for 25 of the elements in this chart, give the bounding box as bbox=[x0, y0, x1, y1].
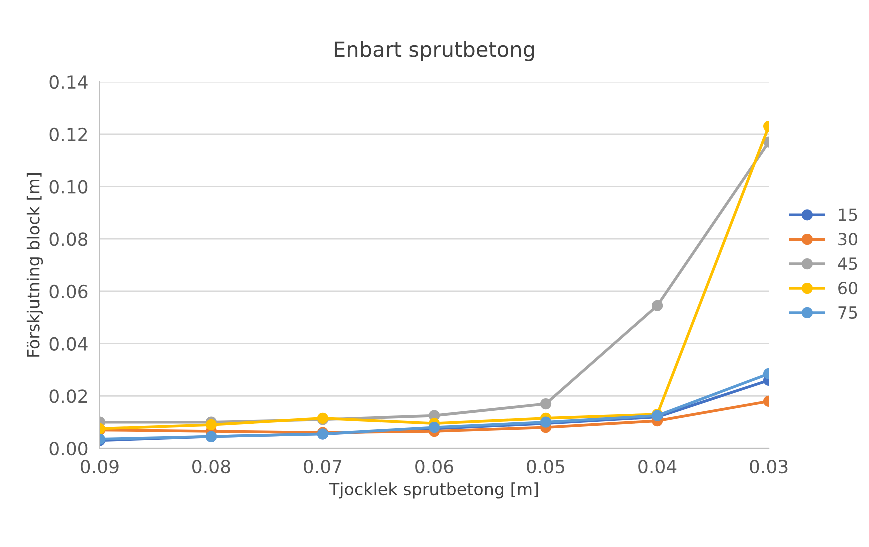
y-tick-label: 0.14 bbox=[50, 76, 88, 90]
legend-label: 15 bbox=[839, 208, 858, 222]
x-tick-label: 0.08 bbox=[192, 460, 230, 474]
y-tick-label: 0.10 bbox=[50, 180, 88, 194]
x-tick-label: 0.07 bbox=[304, 460, 342, 474]
y-axis-title: Förskjutning block [m] bbox=[26, 173, 44, 357]
x-tick-label: 0.04 bbox=[638, 460, 677, 474]
legend-label: 75 bbox=[838, 306, 858, 320]
y-tick-label: 0.12 bbox=[50, 128, 88, 142]
y-tick-label: 0.08 bbox=[50, 232, 88, 246]
legend-label: 30 bbox=[838, 233, 858, 246]
x-tick-label: 0.05 bbox=[527, 460, 565, 474]
x-tick-label: 0.06 bbox=[416, 460, 454, 474]
y-tick-label: 0.06 bbox=[50, 284, 88, 299]
x-tick-label: 0.03 bbox=[750, 460, 788, 474]
point bbox=[540, 398, 552, 410]
y-tick-label: 0.02 bbox=[50, 390, 88, 404]
legend-label: 60 bbox=[838, 282, 858, 295]
y-tick-label: 0.04 bbox=[50, 337, 88, 351]
y-tick-label: 0.00 bbox=[50, 442, 88, 456]
point bbox=[652, 300, 664, 312]
x-axis-title: Tjocklek sprutbetong [m] bbox=[329, 482, 538, 499]
x-tick-label: 0.09 bbox=[81, 460, 119, 474]
chart-title: Enbart sprutbetong bbox=[334, 41, 534, 62]
legend-label: 45 bbox=[838, 258, 858, 270]
